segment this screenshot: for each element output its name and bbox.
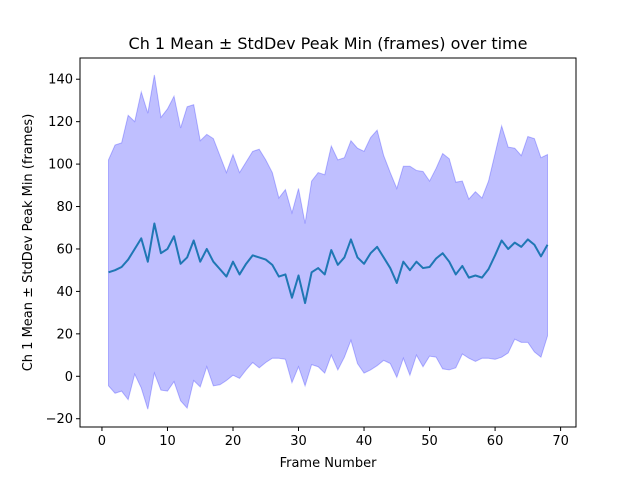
y-tick-label: 60 <box>56 242 73 257</box>
y-tick-label: 120 <box>48 115 73 130</box>
x-tick-label: 60 <box>487 434 504 449</box>
y-tick-label: 140 <box>48 73 73 88</box>
x-tick-label: 0 <box>98 434 106 449</box>
stddev-band <box>108 74 548 410</box>
y-axis-label: Ch 1 Mean ± StdDev Peak Min (frames) <box>21 114 36 372</box>
x-tick-label: 50 <box>421 434 438 449</box>
y-axis-ticks: −20 0 20 40 60 80 100 120 140 <box>46 73 80 427</box>
x-tick-label: 70 <box>552 434 569 449</box>
x-axis-ticks: 0 10 20 30 40 50 60 70 <box>98 427 569 449</box>
y-tick-label: 100 <box>48 158 73 173</box>
axes-frame <box>79 57 577 428</box>
mean-line <box>108 222 549 305</box>
x-axis-label: Frame Number <box>280 456 378 471</box>
x-tick-label: 10 <box>159 434 176 449</box>
x-tick-label: 40 <box>356 434 373 449</box>
plot-area <box>108 74 549 410</box>
y-tick-label: 20 <box>56 327 73 342</box>
y-tick-label: 0 <box>65 370 73 385</box>
x-tick-label: 30 <box>290 434 307 449</box>
y-tick-label: 80 <box>56 200 73 215</box>
y-tick-label: 40 <box>56 285 73 300</box>
y-tick-label: −20 <box>46 412 73 427</box>
chart-title: Ch 1 Mean ± StdDev Peak Min (frames) ove… <box>129 34 528 53</box>
x-tick-label: 20 <box>225 434 242 449</box>
